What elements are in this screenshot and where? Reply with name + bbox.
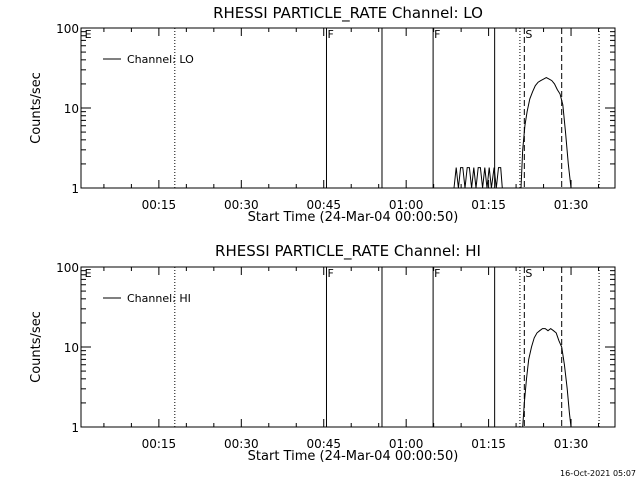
- y-axis-label: Counts/sec: [29, 311, 44, 383]
- x-tick-label: 01:00: [389, 437, 424, 451]
- x-tick-label: 00:45: [306, 437, 341, 451]
- marker-label: F: [434, 267, 440, 280]
- panel-lo: RHESSI PARTICLE_RATE Channel: LO E F F S 00:1…: [29, 4, 616, 225]
- panel-hi: RHESSI PARTICLE_RATE Channel: HI E F F S 00:1…: [29, 242, 616, 464]
- x-tick-label: 01:00: [389, 198, 424, 212]
- footer-timestamp: 16-Oct-2021 05:07: [560, 469, 636, 478]
- x-tick-label: 01:15: [471, 198, 506, 212]
- y-tick-label: 100: [56, 261, 79, 275]
- y-tick-label: 1: [71, 421, 79, 435]
- plot-frame: [80, 27, 616, 189]
- series-line: [522, 327, 572, 428]
- marker-label: E: [85, 267, 92, 280]
- x-tick-label: 01:30: [554, 198, 589, 212]
- x-axis-label: Start Time (24-Mar-04 00:00:50): [248, 449, 459, 464]
- marker-label: S: [525, 267, 532, 280]
- x-tick-label: 00:30: [224, 437, 259, 451]
- x-tick-label: 00:15: [142, 437, 177, 451]
- y-tick-label: 10: [64, 102, 79, 116]
- y-tick-label: 100: [56, 22, 79, 36]
- marker-label: S: [525, 28, 532, 41]
- marker-label: F: [327, 28, 333, 41]
- x-tick-label: 00:45: [306, 198, 341, 212]
- x-axis-label: Start Time (24-Mar-04 00:00:50): [248, 210, 459, 225]
- y-tick-label: 1: [71, 182, 79, 196]
- x-tick-label: 00:30: [224, 198, 259, 212]
- x-tick-label: 00:15: [142, 198, 177, 212]
- x-tick-label: 01:15: [471, 437, 506, 451]
- chart-title: RHESSI PARTICLE_RATE Channel: HI: [215, 242, 481, 261]
- marker-label: F: [434, 28, 440, 41]
- series-line: [453, 77, 572, 189]
- marker-label: F: [327, 267, 333, 280]
- legend-label: Channel: HI: [127, 292, 191, 305]
- y-axis-label: Counts/sec: [29, 72, 44, 144]
- x-tick-label: 01:30: [554, 437, 589, 451]
- marker-label: E: [85, 28, 92, 41]
- plot-frame: [80, 266, 616, 428]
- legend-label: Channel: LO: [127, 53, 194, 66]
- y-tick-label: 10: [64, 341, 79, 355]
- chart-title: RHESSI PARTICLE_RATE Channel: LO: [213, 4, 483, 23]
